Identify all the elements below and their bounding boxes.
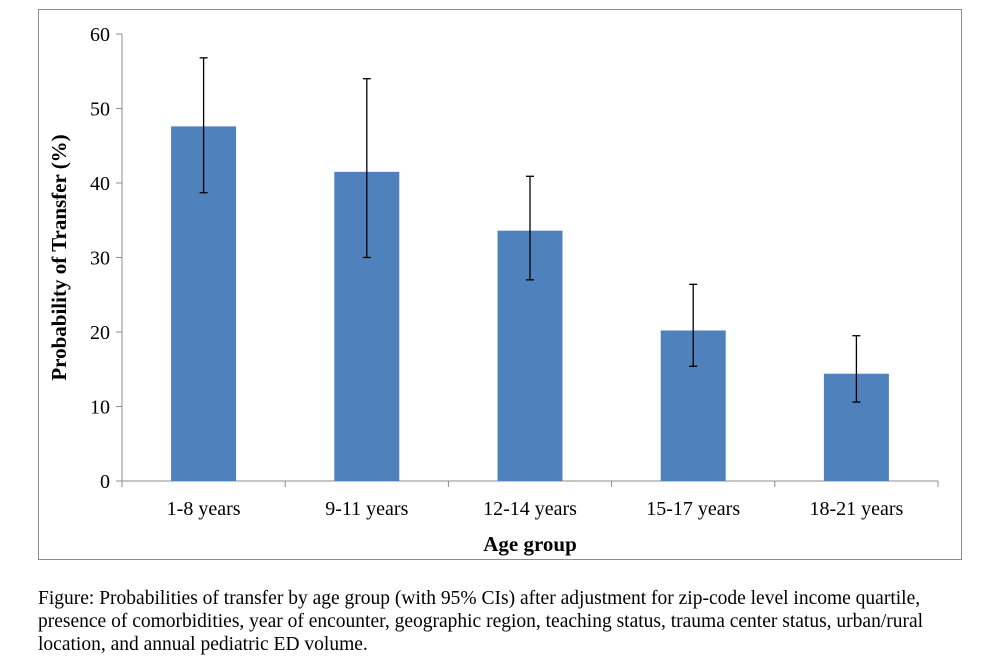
bar-chart: 0 10 20 30 40 50 60 1-8 years 9-11 years 12-14 ye… <box>47 24 939 556</box>
y-tick-label: 0 <box>100 471 110 493</box>
y-tick-label: 40 <box>90 173 110 195</box>
x-tick-label: 9-11 years <box>325 498 408 520</box>
chart-frame: 0 10 20 30 40 50 60 1-8 years 9-11 years 12-14 ye… <box>38 9 962 560</box>
y-tick-label: 60 <box>90 24 110 46</box>
y-tick-label: 20 <box>90 322 110 344</box>
x-tick-label: 1-8 years <box>167 498 241 520</box>
x-tick-label: 12-14 years <box>483 498 577 520</box>
y-axis-title: Probability of Transfer (%) <box>47 134 71 380</box>
x-tick-label: 15-17 years <box>646 498 740 520</box>
y-tick-label: 10 <box>90 397 110 419</box>
y-tick-label: 50 <box>90 99 110 121</box>
y-tick-label: 30 <box>90 248 110 270</box>
figure-caption: Figure: Probabilities of transfer by age… <box>38 588 924 655</box>
x-tick-label: 18-21 years <box>809 498 903 520</box>
x-axis-title: Age group <box>483 532 577 556</box>
